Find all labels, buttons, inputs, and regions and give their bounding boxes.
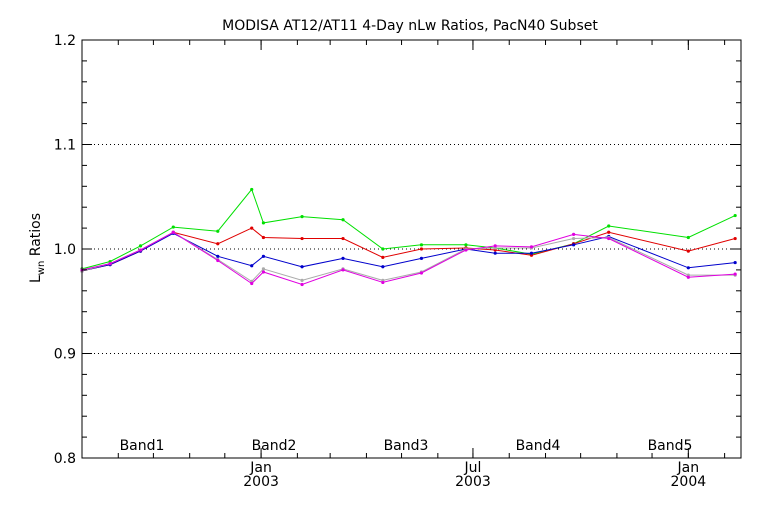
data-point <box>686 266 690 270</box>
data-point <box>572 236 576 241</box>
data-point <box>464 248 468 252</box>
data-point <box>250 264 254 268</box>
x-tick-year: 2003 <box>243 474 279 490</box>
y-tick-label: 1.1 <box>54 138 76 154</box>
y-label-sub: wn <box>36 261 47 276</box>
data-point <box>381 247 385 251</box>
data-point <box>261 267 266 271</box>
data-point <box>381 255 385 259</box>
data-point <box>419 247 424 251</box>
data-point <box>419 256 424 261</box>
series-line-band5 <box>81 231 736 286</box>
series-line-band1 <box>81 188 736 270</box>
legend-entry: Band1 <box>120 438 165 454</box>
legend-entry: Band3 <box>384 438 429 454</box>
y-tick-label: 0.9 <box>54 347 76 363</box>
data-point <box>381 265 385 269</box>
x-tick-month: Jan <box>249 460 272 476</box>
series-line-band4 <box>81 231 736 283</box>
legend-entry: Band2 <box>252 438 297 454</box>
legend-entry: Band5 <box>648 438 693 454</box>
data-point <box>261 235 266 240</box>
data-point <box>686 249 690 253</box>
x-tick-year: 2003 <box>455 474 491 490</box>
data-point <box>733 260 737 265</box>
y-tick-label: 1.0 <box>54 242 76 258</box>
series-line-band2 <box>81 227 736 272</box>
data-point <box>733 213 737 218</box>
legend: Band1 Band2 Band3 Band4 Band5 <box>120 438 693 454</box>
data-point <box>341 236 345 241</box>
svg-text:Lwn Ratios: Lwn Ratios <box>28 213 47 283</box>
data-point <box>261 270 266 274</box>
data-point <box>607 236 611 241</box>
data-point <box>300 215 304 219</box>
data-point <box>261 221 266 225</box>
data-point <box>250 281 254 286</box>
data-point <box>419 243 424 247</box>
data-point <box>733 272 737 276</box>
data-point <box>261 254 266 258</box>
data-point <box>300 236 304 241</box>
data-point <box>216 229 220 233</box>
y-axis-label: Lwn Ratios <box>28 213 47 283</box>
series-line-band3 <box>81 232 736 272</box>
data-point <box>171 225 175 229</box>
data-point <box>171 230 175 234</box>
data-point <box>607 230 611 234</box>
y-label-rest: Ratios <box>28 213 44 261</box>
x-tick-month: Jul <box>463 460 481 476</box>
data-point <box>216 258 220 263</box>
data-point <box>300 278 304 282</box>
data-point <box>138 248 143 252</box>
data-point <box>572 232 576 236</box>
data-point <box>250 226 254 230</box>
data-point <box>529 251 534 255</box>
data-point <box>686 275 690 279</box>
data-point <box>250 187 254 192</box>
data-point <box>419 271 424 275</box>
data-point <box>341 268 345 272</box>
data-point <box>300 265 304 269</box>
data-point <box>464 243 468 247</box>
data-point <box>300 282 304 287</box>
data-point <box>607 224 611 228</box>
data-point <box>108 262 112 266</box>
data-point <box>216 242 220 246</box>
series-group <box>80 187 737 287</box>
data-point <box>381 280 385 285</box>
data-point <box>341 218 345 222</box>
data-point <box>493 244 497 248</box>
y-tick-label: 0.8 <box>54 451 76 467</box>
data-point <box>686 235 690 240</box>
data-point <box>216 254 220 258</box>
x-tick-year: 2004 <box>671 474 707 490</box>
data-point <box>529 245 534 249</box>
y-tick-label: 1.2 <box>54 33 76 49</box>
data-point <box>138 244 143 248</box>
data-point <box>733 236 737 241</box>
y-label-main: L <box>28 275 44 283</box>
x-tick-month: Jan <box>677 460 700 476</box>
data-point <box>493 251 497 255</box>
grid <box>82 144 741 354</box>
legend-entry: Band4 <box>516 438 561 454</box>
data-point <box>341 256 345 261</box>
data-point <box>572 243 576 247</box>
chart-title: MODISA AT12/AT11 4-Day nLw Ratios, PacN4… <box>222 18 598 34</box>
